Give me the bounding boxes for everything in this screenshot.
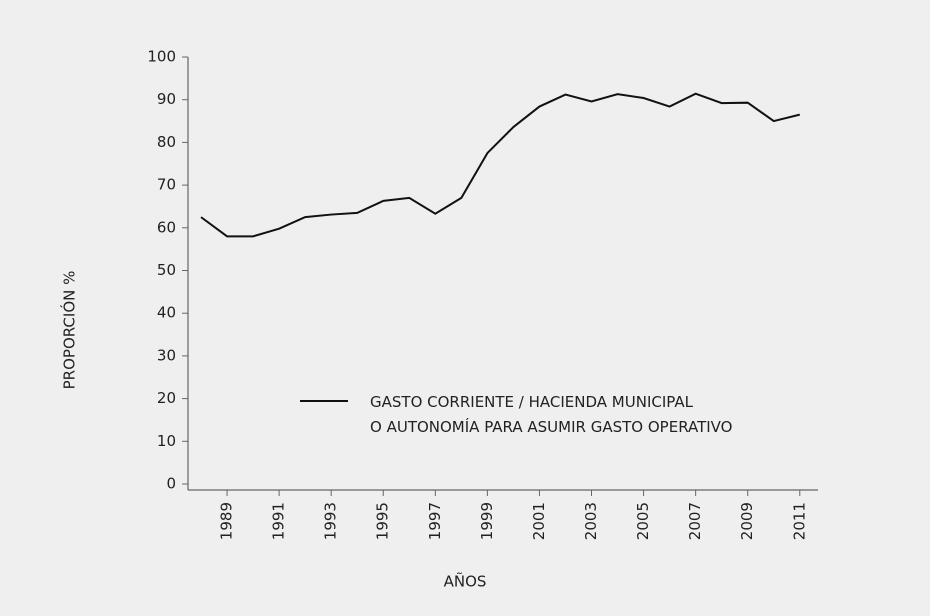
x-tick-label: 2001	[530, 502, 548, 540]
x-tick-label: 2003	[582, 502, 600, 540]
y-tick-label: 80	[157, 133, 176, 151]
y-tick-label: 10	[157, 432, 176, 450]
line	[200, 92, 801, 238]
y-tick-label: 100	[147, 48, 176, 66]
y-tick-label: 90	[157, 90, 176, 108]
y-tick-label: 40	[157, 304, 176, 322]
y-tick-label: 20	[157, 389, 176, 407]
x-tick-label: 2005	[634, 502, 652, 540]
x-tick-label: 2009	[738, 502, 756, 540]
y-tick-label: 50	[157, 261, 176, 279]
x-tick-label: 1999	[478, 502, 496, 540]
y-tick-label: 70	[157, 176, 176, 194]
x-tick-label: 2011	[790, 502, 808, 540]
legend-label: GASTO CORRIENTE / HACIENDA MUNICIPAL O A…	[370, 393, 733, 436]
y-axis-label: PROPORCIÓN %	[60, 271, 79, 390]
x-tick-label: 1993	[322, 502, 340, 540]
x-tick-label: 1997	[426, 502, 444, 540]
x-axis-label: AÑOS	[444, 572, 487, 591]
y-tick-label: 0	[166, 475, 176, 493]
y-tick-label: 30	[157, 346, 176, 364]
x-tick-label: 1995	[374, 502, 392, 540]
y-tick-label: 60	[157, 218, 176, 236]
x-tick-label: 2007	[686, 502, 704, 540]
x-tick-label: 1991	[270, 502, 288, 540]
x-tick-label: 1989	[218, 502, 236, 540]
